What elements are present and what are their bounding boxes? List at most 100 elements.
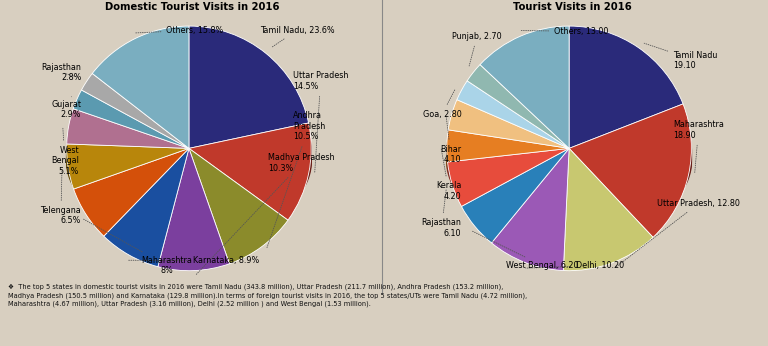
Polygon shape bbox=[480, 81, 569, 157]
Polygon shape bbox=[189, 81, 309, 157]
Polygon shape bbox=[67, 150, 189, 178]
Wedge shape bbox=[480, 26, 569, 148]
Polygon shape bbox=[189, 160, 288, 231]
Wedge shape bbox=[189, 26, 309, 148]
Polygon shape bbox=[448, 155, 569, 191]
Wedge shape bbox=[457, 81, 569, 148]
Wedge shape bbox=[448, 148, 569, 207]
Polygon shape bbox=[480, 86, 569, 162]
Polygon shape bbox=[67, 135, 189, 160]
Polygon shape bbox=[104, 160, 189, 233]
Polygon shape bbox=[457, 115, 569, 157]
Polygon shape bbox=[569, 75, 683, 151]
Wedge shape bbox=[74, 148, 189, 236]
Polygon shape bbox=[449, 122, 569, 153]
Polygon shape bbox=[74, 162, 189, 216]
Text: Others, 13.00: Others, 13.00 bbox=[521, 27, 608, 36]
Polygon shape bbox=[564, 153, 653, 229]
Polygon shape bbox=[448, 151, 569, 186]
Polygon shape bbox=[189, 144, 311, 204]
Text: Andhra
Pradesh
10.5%: Andhra Pradesh 10.5% bbox=[266, 111, 325, 249]
Polygon shape bbox=[81, 111, 189, 157]
Polygon shape bbox=[492, 151, 569, 226]
Polygon shape bbox=[564, 151, 653, 226]
Polygon shape bbox=[492, 162, 569, 237]
Polygon shape bbox=[492, 155, 569, 231]
Polygon shape bbox=[92, 77, 189, 153]
Polygon shape bbox=[564, 160, 653, 235]
Polygon shape bbox=[189, 142, 311, 202]
Text: ❖  The top 5 states in domestic tourist visits in 2016 were Tamil Nadu (343.8 mi: ❖ The top 5 states in domestic tourist v… bbox=[8, 284, 527, 307]
Polygon shape bbox=[67, 159, 189, 187]
Polygon shape bbox=[448, 153, 569, 189]
Polygon shape bbox=[92, 75, 189, 151]
Polygon shape bbox=[73, 123, 189, 160]
Polygon shape bbox=[81, 109, 189, 155]
Polygon shape bbox=[467, 103, 569, 155]
Polygon shape bbox=[569, 79, 683, 155]
Polygon shape bbox=[104, 151, 189, 224]
Polygon shape bbox=[104, 155, 189, 228]
Polygon shape bbox=[457, 120, 569, 162]
Wedge shape bbox=[449, 100, 569, 148]
Polygon shape bbox=[462, 151, 569, 209]
Text: West
Bengal
5.1%: West Bengal 5.1% bbox=[51, 128, 79, 175]
Polygon shape bbox=[569, 125, 691, 208]
Polygon shape bbox=[189, 83, 309, 160]
Polygon shape bbox=[467, 101, 569, 153]
Text: Others, 15.8%: Others, 15.8% bbox=[135, 26, 223, 35]
Polygon shape bbox=[462, 153, 569, 211]
Polygon shape bbox=[81, 113, 189, 160]
Polygon shape bbox=[457, 111, 569, 153]
Polygon shape bbox=[448, 160, 569, 195]
Text: Telengana
6.5%: Telengana 6.5% bbox=[41, 171, 81, 225]
Polygon shape bbox=[189, 137, 311, 197]
Polygon shape bbox=[189, 157, 288, 229]
Text: Delhi, 10.20: Delhi, 10.20 bbox=[526, 261, 624, 270]
Polygon shape bbox=[189, 146, 311, 206]
Polygon shape bbox=[569, 130, 691, 212]
Polygon shape bbox=[73, 121, 189, 157]
Polygon shape bbox=[462, 162, 569, 220]
Polygon shape bbox=[480, 77, 569, 153]
Polygon shape bbox=[74, 151, 189, 205]
Polygon shape bbox=[457, 109, 569, 151]
Wedge shape bbox=[467, 65, 569, 148]
Polygon shape bbox=[462, 155, 569, 213]
Wedge shape bbox=[189, 123, 311, 220]
Polygon shape bbox=[189, 135, 311, 195]
Text: Uttar Pradesh, 12.80: Uttar Pradesh, 12.80 bbox=[616, 199, 740, 267]
Polygon shape bbox=[67, 152, 189, 180]
Polygon shape bbox=[462, 160, 569, 218]
Polygon shape bbox=[189, 139, 311, 200]
Polygon shape bbox=[480, 79, 569, 155]
Polygon shape bbox=[81, 115, 189, 162]
Polygon shape bbox=[104, 157, 189, 230]
Polygon shape bbox=[92, 81, 189, 157]
Polygon shape bbox=[492, 157, 569, 233]
Polygon shape bbox=[449, 131, 569, 162]
Polygon shape bbox=[189, 162, 288, 233]
Polygon shape bbox=[447, 141, 569, 161]
Polygon shape bbox=[158, 151, 230, 226]
Polygon shape bbox=[467, 107, 569, 160]
Polygon shape bbox=[457, 118, 569, 160]
Polygon shape bbox=[73, 115, 189, 151]
Polygon shape bbox=[104, 153, 189, 226]
Polygon shape bbox=[74, 155, 189, 209]
Text: Rajasthan
6.10: Rajasthan 6.10 bbox=[422, 190, 462, 238]
Text: Tamil Nadu
19.10: Tamil Nadu 19.10 bbox=[644, 43, 717, 70]
Polygon shape bbox=[569, 123, 691, 206]
Polygon shape bbox=[92, 86, 189, 162]
Wedge shape bbox=[104, 148, 189, 267]
Wedge shape bbox=[564, 148, 653, 271]
Text: Gujarat
2.9%: Gujarat 2.9% bbox=[51, 97, 81, 119]
Text: Kerala
4.20: Kerala 4.20 bbox=[436, 148, 462, 201]
Text: Goa, 2.80: Goa, 2.80 bbox=[422, 90, 462, 119]
Polygon shape bbox=[492, 160, 569, 235]
Polygon shape bbox=[158, 162, 230, 237]
Polygon shape bbox=[92, 79, 189, 155]
Polygon shape bbox=[447, 146, 569, 166]
Text: Karnataka, 8.9%: Karnataka, 8.9% bbox=[128, 256, 259, 265]
Polygon shape bbox=[92, 83, 189, 160]
